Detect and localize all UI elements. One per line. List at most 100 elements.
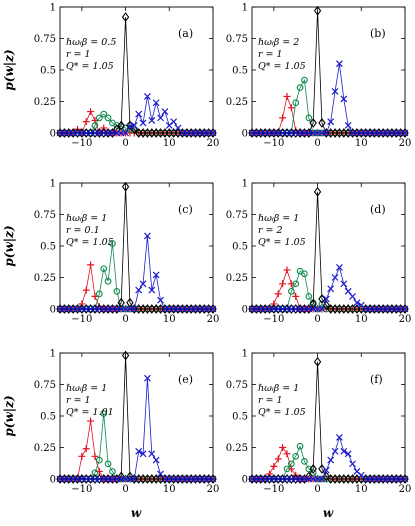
series-line-blue xyxy=(252,63,405,134)
baseline-point xyxy=(322,129,330,137)
data-point xyxy=(121,350,130,361)
data-point xyxy=(135,447,143,455)
series-line-red xyxy=(252,446,405,480)
x-tick-label: 10 xyxy=(163,484,176,495)
panel-annotation: ℏωᵢβ = 1 xyxy=(66,383,107,394)
panel-annotation: r = 2 xyxy=(258,225,283,236)
data-point xyxy=(274,290,282,298)
y-tick-label: 1 xyxy=(242,3,248,14)
panel-annotation: Q* = 1.05 xyxy=(66,237,114,248)
data-point xyxy=(95,290,103,298)
data-point xyxy=(322,295,330,303)
data-point xyxy=(78,452,86,460)
data-point xyxy=(109,240,116,247)
data-point xyxy=(301,458,308,465)
panel-d: 0 0.25 0.5 0.75 1 −10 0 10 20 (d) ℏωᵢβ = 1r = 2Q* … xyxy=(226,179,412,326)
data-point xyxy=(87,261,95,269)
panel-annotation: ℏωᵢβ = 1 xyxy=(258,213,299,224)
data-point xyxy=(292,452,300,460)
data-point xyxy=(305,114,313,122)
data-point xyxy=(161,108,169,116)
data-point xyxy=(327,456,335,464)
x-tick-label: 0 xyxy=(122,138,128,149)
data-point xyxy=(135,110,143,118)
y-axis-label: p(w|z) xyxy=(2,225,16,266)
data-point xyxy=(130,122,138,129)
data-point xyxy=(139,119,147,127)
data-point xyxy=(148,450,156,458)
data-point xyxy=(292,99,300,107)
y-tick-label: 0 xyxy=(50,305,56,316)
baseline-point xyxy=(209,475,217,483)
data-point xyxy=(139,450,147,458)
baseline-point xyxy=(322,305,330,313)
x-tick-label: 10 xyxy=(163,138,176,149)
data-point xyxy=(287,104,295,112)
x-tick-label: 20 xyxy=(399,138,412,149)
x-tick-label: 10 xyxy=(355,314,368,325)
y-tick-label: 0 xyxy=(242,129,248,140)
series-line-blue xyxy=(252,266,405,310)
data-point xyxy=(344,122,352,129)
data-point xyxy=(152,99,160,107)
y-tick-label: 0.25 xyxy=(226,443,248,454)
panel-annotation: r = 0.1 xyxy=(66,225,100,236)
data-point xyxy=(283,92,291,100)
panel-label: (d) xyxy=(370,203,386,216)
baseline-point xyxy=(401,129,409,137)
y-tick-label: 1 xyxy=(50,349,56,360)
data-point xyxy=(331,447,339,455)
x-tick-label: −10 xyxy=(71,314,92,325)
data-point xyxy=(126,297,134,308)
data-point xyxy=(313,186,322,197)
data-point xyxy=(144,232,151,240)
series-red xyxy=(56,417,217,483)
data-point xyxy=(279,444,287,451)
data-point xyxy=(100,110,108,118)
series-blue xyxy=(56,232,217,313)
series-line-red xyxy=(60,420,213,480)
data-point xyxy=(117,471,125,482)
series-blue xyxy=(248,433,409,483)
data-point xyxy=(95,114,103,122)
y-tick-label: 1 xyxy=(50,179,56,190)
baseline-point xyxy=(122,129,129,137)
data-point xyxy=(170,118,178,126)
data-point xyxy=(104,277,112,285)
x-tick-label: 10 xyxy=(355,138,368,149)
x-tick-label: 0 xyxy=(314,138,320,149)
data-point xyxy=(95,456,103,464)
y-tick-label: 1 xyxy=(50,3,56,14)
panel-e: 0 0.25 0.5 0.75 1 −10 0 10 20 (e) ℏωᵢβ = 1r = 1Q* … xyxy=(34,349,220,496)
panel-annotation: ℏωᵢβ = 2 xyxy=(258,37,299,48)
data-point xyxy=(287,460,295,468)
y-tick-label: 0.25 xyxy=(226,97,248,108)
x-tick-label: −10 xyxy=(263,314,284,325)
series-blue xyxy=(248,60,409,137)
y-tick-label: 0.5 xyxy=(40,242,56,253)
series-red xyxy=(56,261,217,313)
panel-a: 0 0.25 0.5 0.75 1 −10 0 10 20 (a) ℏωᵢβ = 0.5r = 1Q… xyxy=(34,3,220,150)
data-point xyxy=(121,12,130,22)
panel-annotation: ℏωᵢβ = 0.5 xyxy=(66,37,116,48)
data-point xyxy=(336,433,343,441)
panel-annotation: r = 1 xyxy=(66,395,91,406)
y-tick-label: 0 xyxy=(50,475,56,486)
panel-annotation: r = 1 xyxy=(66,49,91,60)
data-point xyxy=(157,114,164,122)
data-point xyxy=(340,447,348,455)
data-point xyxy=(148,286,156,294)
data-point xyxy=(152,271,160,279)
data-point xyxy=(82,445,90,453)
data-point xyxy=(121,181,130,192)
data-point xyxy=(113,122,121,129)
y-tick-label: 1 xyxy=(242,349,248,360)
y-tick-label: 0.25 xyxy=(34,97,56,108)
data-point xyxy=(157,296,164,304)
y-tick-label: 0.5 xyxy=(232,66,248,77)
data-point xyxy=(313,356,322,367)
baseline-point xyxy=(318,305,326,313)
y-tick-label: 0.5 xyxy=(40,66,56,77)
data-point xyxy=(327,118,335,126)
panel-label: (f) xyxy=(370,373,383,386)
